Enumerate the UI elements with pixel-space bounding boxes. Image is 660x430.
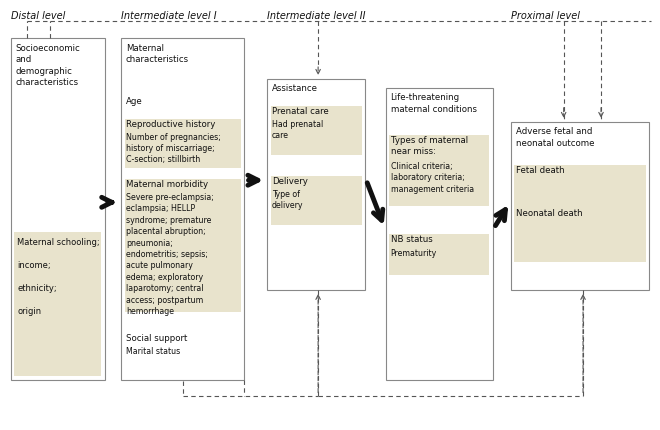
Bar bbox=[271, 176, 362, 226]
Text: Delivery: Delivery bbox=[272, 176, 308, 185]
Text: Adverse fetal and
neonatal outcome: Adverse fetal and neonatal outcome bbox=[515, 127, 594, 147]
Text: Intermediate level II: Intermediate level II bbox=[267, 12, 366, 22]
Text: Neonatal death: Neonatal death bbox=[515, 209, 582, 218]
Bar bbox=[267, 80, 365, 290]
Bar bbox=[386, 89, 492, 380]
Text: Reproductive history: Reproductive history bbox=[126, 120, 215, 129]
Bar bbox=[121, 39, 244, 380]
Text: Maternal schooling;

income;

ethnicity;

origin: Maternal schooling; income; ethnicity; o… bbox=[17, 238, 100, 315]
Bar bbox=[514, 166, 646, 262]
Text: Severe pre-eclampsia;
eclampsia; HELLP
syndrome; premature
placental abruption;
: Severe pre-eclampsia; eclampsia; HELLP s… bbox=[126, 192, 214, 316]
Text: Types of maternal
near miss:: Types of maternal near miss: bbox=[391, 136, 468, 156]
Text: Number of pregnancies;
history of miscarriage;
C-section; stillbirth: Number of pregnancies; history of miscar… bbox=[126, 132, 220, 164]
Text: Prematurity: Prematurity bbox=[391, 249, 437, 258]
Text: Socioeconomic
and
demographic
characteristics: Socioeconomic and demographic characteri… bbox=[15, 43, 80, 87]
Text: Prenatal care: Prenatal care bbox=[272, 107, 329, 116]
Text: Assistance: Assistance bbox=[272, 84, 318, 93]
Text: Life-threatening
maternal conditions: Life-threatening maternal conditions bbox=[391, 93, 477, 113]
Bar bbox=[271, 107, 362, 156]
Text: Maternal morbidity: Maternal morbidity bbox=[126, 179, 208, 188]
Text: Fetal death: Fetal death bbox=[515, 166, 564, 175]
Text: Age: Age bbox=[126, 97, 143, 106]
Text: Had prenatal
care: Had prenatal care bbox=[272, 120, 323, 140]
Bar bbox=[125, 179, 241, 312]
Text: Type of
delivery: Type of delivery bbox=[272, 189, 304, 210]
Bar bbox=[11, 39, 105, 380]
Bar bbox=[511, 123, 649, 290]
Bar bbox=[389, 136, 489, 206]
Text: NB status: NB status bbox=[391, 234, 432, 243]
Bar bbox=[125, 120, 241, 169]
Text: Distal level: Distal level bbox=[11, 12, 65, 22]
Text: Maternal
characteristics: Maternal characteristics bbox=[126, 43, 189, 64]
Bar bbox=[389, 234, 489, 275]
Text: Social support: Social support bbox=[126, 333, 187, 342]
Text: Clinical criteria;
laboratory criteria;
management criteria: Clinical criteria; laboratory criteria; … bbox=[391, 161, 474, 193]
Text: Intermediate level I: Intermediate level I bbox=[121, 12, 217, 22]
Bar bbox=[14, 233, 102, 376]
Text: Proximal level: Proximal level bbox=[511, 12, 580, 22]
Text: Marital status: Marital status bbox=[126, 347, 180, 356]
